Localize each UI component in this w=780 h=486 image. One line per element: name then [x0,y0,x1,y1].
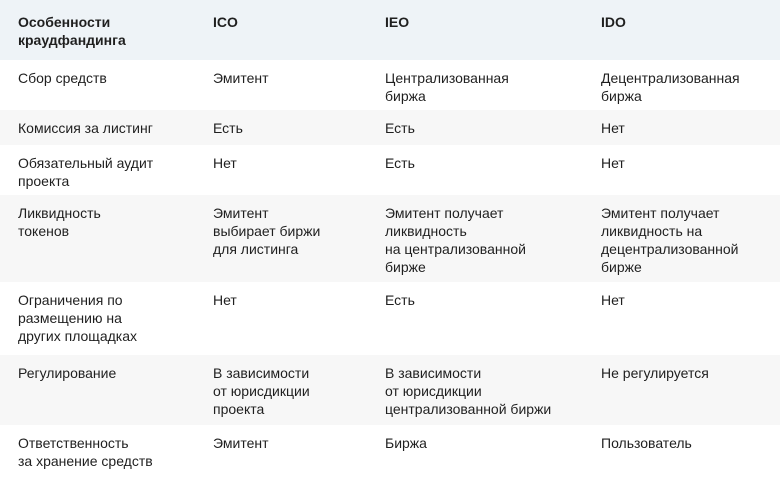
table-row: Обязательный аудит проекта Нет Есть Нет [0,145,780,195]
cell-ico: Нет [213,292,237,308]
cell-ieo: Централизованная биржа [385,70,509,104]
row-label: Ответственность за хранение средств [18,435,153,469]
cell-ieo: Есть [385,155,415,171]
table-row: Сбор средств Эмитент Централизованная би… [0,60,780,110]
cell-ico: Эмитент [213,435,269,451]
header-cell-ico: ICO [213,14,238,30]
cell-ieo: Биржа [385,435,427,451]
row-label: Ликвидность токенов [18,205,101,239]
table-row: Ликвидность токенов Эмитент выбирает бир… [0,195,780,282]
cell-ido: Пользователь [601,435,692,451]
cell-ico: Нет [213,155,237,171]
row-label: Ограничения по размещению на других площ… [18,292,137,344]
cell-ido: Нет [601,120,625,136]
row-label: Регулирование [18,365,117,381]
row-label: Комиссия за листинг [18,120,153,136]
cell-ico: Эмитент [213,70,269,86]
header-cell-ieo: IEO [385,14,410,30]
cell-ido: Децентрализованная биржа [601,70,740,104]
table-header: Особенности краудфандинга ICO IEO IDO [0,0,780,60]
cell-ido: Не регулируется [601,365,709,381]
table-row: Ограничения по размещению на других площ… [0,282,780,355]
cell-ido: Нет [601,292,625,308]
cell-ieo: Есть [385,120,415,136]
row-label: Обязательный аудит проекта [18,155,154,189]
header-cell-ido: IDO [601,14,626,30]
cell-ico: Эмитент выбирает биржи для листинга [213,205,321,257]
table-row: Ответственность за хранение средств Эмит… [0,425,780,486]
table-row: Регулирование В зависимости от юрисдикци… [0,355,780,425]
cell-ieo: В зависимости от юрисдикции централизова… [385,365,552,417]
row-label: Сбор средств [18,70,107,86]
cell-ico: Есть [213,120,243,136]
header-cell-feature: Особенности краудфандинга [18,14,126,48]
cell-ido: Нет [601,155,625,171]
cell-ico: В зависимости от юрисдикции проекта [213,365,310,417]
table-row: Комиссия за листинг Есть Есть Нет [0,110,780,145]
cell-ieo: Есть [385,292,415,308]
cell-ieo: Эмитент получает ликвидность на централи… [385,205,526,275]
cell-ido: Эмитент получает ликвидность на децентра… [601,205,739,275]
